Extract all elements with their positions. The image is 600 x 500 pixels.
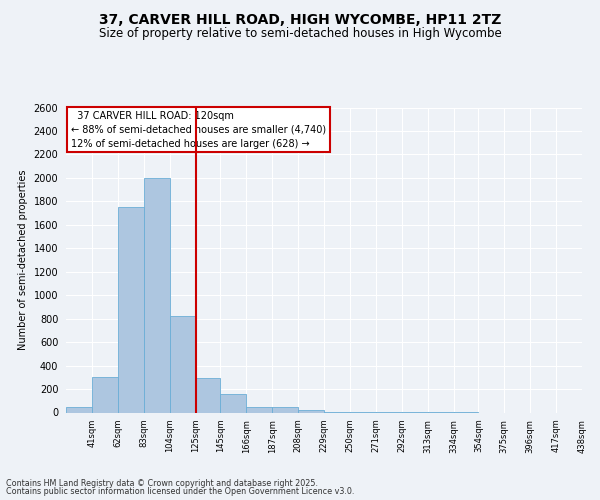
Bar [298, 410, 324, 412]
Text: Size of property relative to semi-detached houses in High Wycombe: Size of property relative to semi-detach… [98, 28, 502, 40]
Bar [196, 378, 220, 412]
Bar [220, 394, 246, 412]
Bar [144, 178, 170, 412]
Bar [92, 378, 118, 412]
Bar [170, 316, 196, 412]
Text: 37, CARVER HILL ROAD, HIGH WYCOMBE, HP11 2TZ: 37, CARVER HILL ROAD, HIGH WYCOMBE, HP11… [99, 12, 501, 26]
Text: Contains public sector information licensed under the Open Government Licence v3: Contains public sector information licen… [6, 487, 355, 496]
Y-axis label: Number of semi-detached properties: Number of semi-detached properties [18, 170, 28, 350]
Bar [272, 406, 298, 412]
Bar [246, 406, 272, 412]
Text: 37 CARVER HILL ROAD: 120sqm  
← 88% of semi-detached houses are smaller (4,740)
: 37 CARVER HILL ROAD: 120sqm ← 88% of sem… [71, 110, 326, 148]
Bar [118, 207, 144, 412]
Text: Contains HM Land Registry data © Crown copyright and database right 2025.: Contains HM Land Registry data © Crown c… [6, 478, 318, 488]
Bar [66, 406, 92, 412]
